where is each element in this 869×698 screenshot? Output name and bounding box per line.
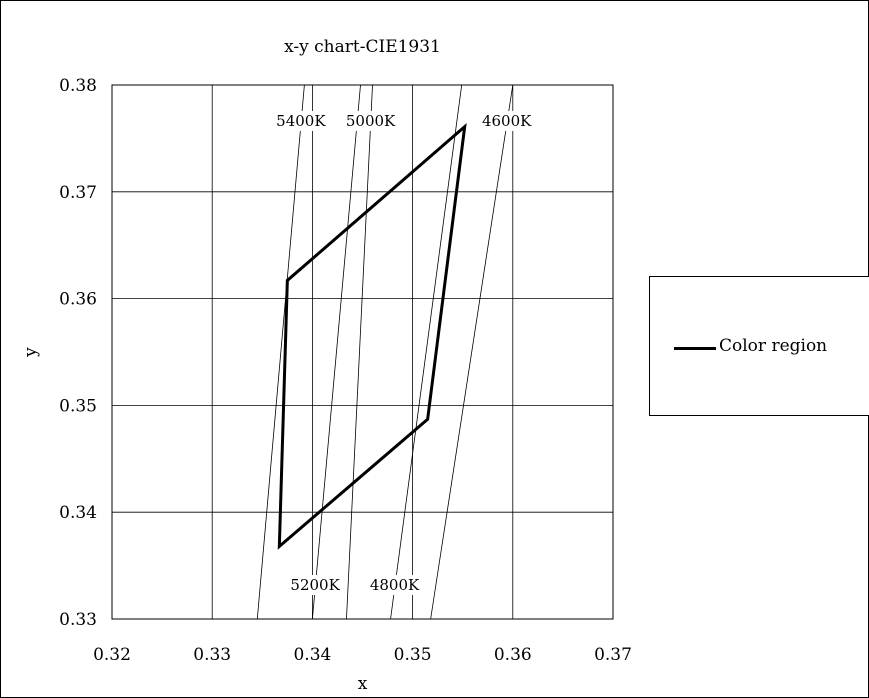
x-tick-label: 0.33 — [193, 645, 231, 665]
cct-line-4600k — [430, 84, 514, 620]
y-axis-label: y — [21, 347, 41, 358]
cct-line-5400k — [256, 84, 305, 620]
x-tick-label: 0.34 — [293, 645, 331, 665]
cct-label-4600k: 4600K — [482, 112, 532, 130]
cct-label-4800k: 4800K — [370, 576, 420, 594]
cct-label-bg — [285, 575, 346, 595]
legend-line-swatch — [674, 347, 716, 350]
cct-label-bg — [364, 575, 425, 595]
y-tick-label: 0.36 — [59, 290, 97, 310]
x-tick-label: 0.32 — [93, 645, 131, 665]
cct-label-bg — [270, 111, 331, 131]
x-axis-label: x — [358, 674, 368, 694]
cct-label-5000k: 5000K — [346, 112, 396, 130]
y-tick-label: 0.37 — [59, 183, 97, 203]
cct-line-5200k — [312, 84, 361, 620]
x-tick-label: 0.37 — [594, 645, 632, 665]
cct-line-4800k — [390, 84, 463, 620]
cct-line-5000k — [346, 84, 373, 620]
y-tick-label: 0.34 — [59, 503, 97, 523]
y-tick-label: 0.38 — [59, 76, 97, 96]
legend-label: Color region — [719, 336, 828, 356]
cct-label-bg — [340, 111, 401, 131]
cct-label-5200k: 5200K — [290, 576, 340, 594]
chart-title: x-y chart-CIE1931 — [284, 37, 441, 57]
x-tick-label: 0.35 — [394, 645, 432, 665]
legend: Color region — [649, 276, 869, 416]
cct-label-5400k: 5400K — [276, 112, 326, 130]
plot-area — [111, 84, 614, 620]
y-tick-label: 0.35 — [59, 396, 97, 416]
cct-label-bg — [476, 111, 537, 131]
x-tick-label: 0.36 — [494, 645, 532, 665]
y-tick-label: 0.33 — [59, 610, 97, 630]
